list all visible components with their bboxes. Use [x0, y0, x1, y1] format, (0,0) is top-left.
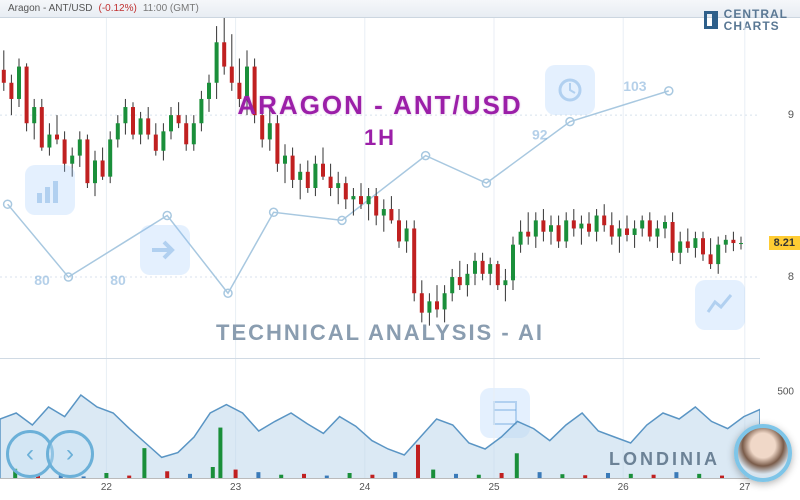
avatar-icon[interactable] — [734, 424, 792, 482]
timestamp-label: 11:00 (GMT) — [143, 3, 199, 14]
change-pct: (-0.12%) — [98, 3, 136, 14]
londinia-brand: LONDINIA — [609, 449, 720, 470]
nav-next-button[interactable]: › — [46, 430, 94, 478]
watermark-icon — [25, 165, 75, 215]
ticker-label: Aragon - ANT/USD — [8, 3, 92, 14]
chart-timeframe: 1H — [0, 125, 760, 151]
chart-header: Aragon - ANT/USD (-0.12%) 11:00 (GMT) — [0, 0, 800, 18]
watermark-icon — [545, 65, 595, 115]
chart-subtitle: TECHNICAL ANALYSIS - AI — [0, 320, 760, 346]
watermark-icon — [695, 280, 745, 330]
chart-title: ARAGON - ANT/USD — [0, 90, 760, 121]
svg-text:80: 80 — [110, 272, 126, 288]
price-chart[interactable]: 808092103 — [0, 18, 760, 358]
time-x-axis: 222324252627 — [0, 478, 760, 500]
svg-text:80: 80 — [34, 272, 50, 288]
watermark-arrow-icon — [140, 225, 190, 275]
price-y-axis: 898.21 — [760, 18, 800, 358]
